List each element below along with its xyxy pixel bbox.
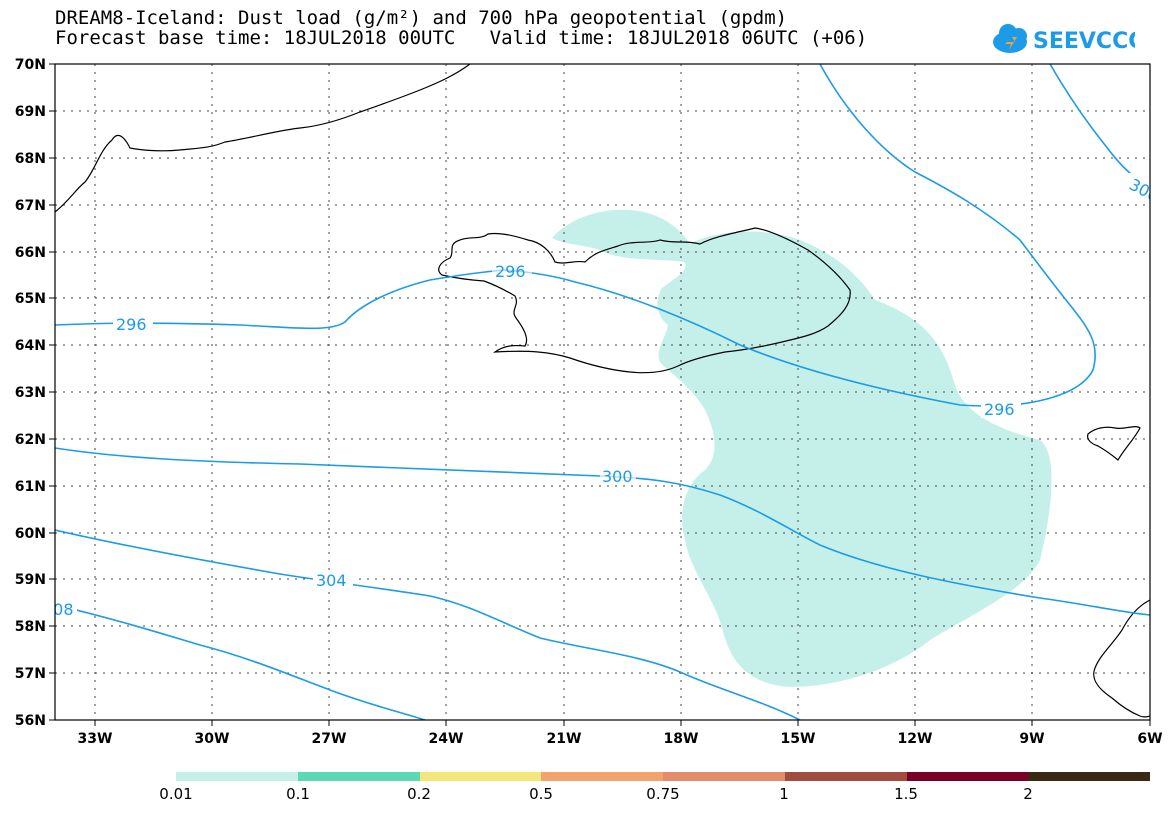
lon-labels: 33W 30W 27W 24W 21W 18W 15W 12W 9W 6W <box>78 731 1163 747</box>
lon-label: 6W <box>1137 731 1162 747</box>
colorbar-label: 1.5 <box>894 785 918 803</box>
faroe-coast <box>1087 425 1141 461</box>
lat-label: 69N <box>15 104 46 120</box>
lat-labels: 70N 69N 68N 67N 66N 65N 64N 63N 62N 61N … <box>15 57 46 729</box>
lat-label: 64N <box>15 338 46 354</box>
lon-label: 15W <box>781 731 816 747</box>
contour-label-296: 296 <box>116 315 147 334</box>
contour-labels: 296 296 296 300 300 304 308 <box>43 173 1162 619</box>
colorbar-segment <box>784 772 907 781</box>
lon-label: 27W <box>312 731 347 747</box>
lon-label: 33W <box>78 731 113 747</box>
colorbar-label: 0.75 <box>646 785 680 803</box>
logo-text: SEEVCCC <box>1033 29 1135 54</box>
contour-label-296: 296 <box>984 400 1015 419</box>
lat-label: 66N <box>15 245 46 261</box>
tick-marks <box>49 63 1151 726</box>
chart-subtitle: Forecast base time: 18JUL2018 00UTC Vali… <box>55 27 868 49</box>
coastlines <box>55 64 1150 718</box>
lat-label: 65N <box>15 291 46 307</box>
colorbar-label: 0.2 <box>407 785 431 803</box>
contour-label-296: 296 <box>495 262 526 281</box>
lat-label: 61N <box>15 479 46 495</box>
colorbar <box>176 772 1150 781</box>
lat-label: 70N <box>15 57 46 73</box>
dust-area <box>552 209 1052 687</box>
contour-300-east <box>1049 64 1150 189</box>
colorbar-segment <box>176 772 298 781</box>
contour-label-300: 300 <box>602 467 633 486</box>
colorbar-label: 0.01 <box>159 785 193 803</box>
colorbar-label: 0.1 <box>286 785 310 803</box>
contour-label-304: 304 <box>316 571 347 590</box>
lat-label: 62N <box>15 432 46 448</box>
lat-label: 68N <box>15 151 46 167</box>
greenland-coast <box>55 64 471 213</box>
lat-label: 58N <box>15 619 46 635</box>
lon-label: 21W <box>547 731 582 747</box>
colorbar-segment <box>663 772 785 781</box>
lon-label: 9W <box>1019 731 1044 747</box>
lon-label: 24W <box>429 731 464 747</box>
colorbar-segment <box>1028 772 1150 781</box>
contour-304 <box>55 529 801 720</box>
colorbar-label: 2 <box>1023 785 1033 803</box>
lon-label: 18W <box>664 731 699 747</box>
chart-title: DREAM8-Iceland: Dust load (g/m²) and 700… <box>55 7 788 29</box>
colorbar-label: 0.5 <box>529 785 553 803</box>
lon-label: 30W <box>195 731 230 747</box>
lat-label: 56N <box>15 713 46 729</box>
lat-label: 60N <box>15 526 46 542</box>
geopotential-contours <box>55 64 1150 720</box>
colorbar-label: 1 <box>779 785 789 803</box>
map-panel: 296 296 296 300 300 304 308 70N 69N <box>15 57 1163 747</box>
lat-label: 67N <box>15 198 46 214</box>
colorbar-segment <box>419 772 542 781</box>
seevccc-logo: SEEVCCC <box>993 24 1135 54</box>
lat-gridlines <box>55 110 1150 674</box>
lat-label: 59N <box>15 572 46 588</box>
scotland-coast <box>1093 599 1150 718</box>
iceland-coast <box>438 227 851 374</box>
cloud-icon <box>993 24 1027 53</box>
colorbar-segment <box>906 772 1029 781</box>
contour-label-300: 300 <box>1126 175 1162 206</box>
lon-label: 12W <box>898 731 933 747</box>
lat-label: 57N <box>15 666 46 682</box>
contour-308 <box>55 604 426 720</box>
map-frame <box>54 63 1151 721</box>
contour-300 <box>55 447 1150 616</box>
contour-296-west <box>55 64 1097 407</box>
colorbar-segment <box>297 772 420 781</box>
lat-label: 63N <box>15 385 46 401</box>
colorbar-segment <box>541 772 663 781</box>
contour-label-308: 308 <box>43 600 74 619</box>
